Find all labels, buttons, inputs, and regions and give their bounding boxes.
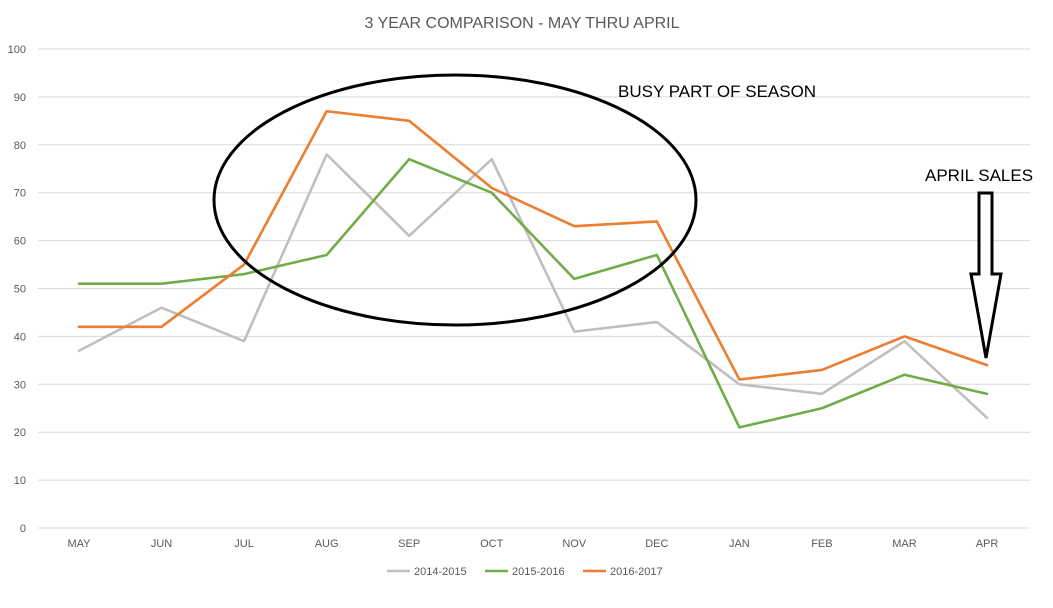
x-tick-label: SEP bbox=[398, 538, 420, 550]
y-tick-label: 70 bbox=[14, 188, 26, 200]
legend-item-2014-2015: 2014-2015 bbox=[387, 566, 467, 578]
x-tick-label: JUN bbox=[151, 538, 172, 550]
series-lines bbox=[77, 109, 989, 429]
april-sales-label: APRIL SALES bbox=[925, 166, 1033, 185]
legend-item-2016-2017: 2016-2017 bbox=[583, 566, 663, 578]
y-tick-label: 100 bbox=[8, 44, 26, 56]
busy-season-ellipse bbox=[212, 73, 698, 327]
x-tick-label: JUL bbox=[234, 538, 254, 550]
down-arrow-icon bbox=[969, 191, 1003, 359]
legend-label: 2016-2017 bbox=[610, 566, 663, 578]
y-tick-label: 60 bbox=[14, 236, 26, 248]
y-axis-ticks: 0 10 20 30 40 50 60 70 80 90 100 bbox=[8, 44, 26, 535]
x-tick-label: AUG bbox=[315, 538, 339, 550]
x-tick-label: JAN bbox=[729, 538, 750, 550]
busy-season-label: BUSY PART OF SEASON bbox=[618, 82, 816, 101]
y-tick-label: 90 bbox=[14, 92, 26, 104]
x-tick-label: NOV bbox=[562, 538, 587, 550]
legend-label: 2014-2015 bbox=[414, 566, 467, 578]
y-tick-label: 80 bbox=[14, 140, 26, 152]
x-tick-label: FEB bbox=[811, 538, 832, 550]
y-tick-label: 0 bbox=[20, 523, 26, 535]
y-tick-label: 30 bbox=[14, 379, 26, 391]
legend: 2014-2015 2015-2016 2016-2017 bbox=[387, 566, 663, 578]
x-tick-label: MAR bbox=[892, 538, 917, 550]
legend-item-2015-2016: 2015-2016 bbox=[485, 566, 565, 578]
x-axis-ticks: MAY JUN JUL AUG SEP OCT NOV DEC JAN FEB MAR APR bbox=[67, 538, 998, 550]
y-tick-label: 20 bbox=[14, 427, 26, 439]
series-line-2016-2017 bbox=[77, 109, 989, 381]
gridlines bbox=[38, 48, 1030, 529]
x-tick-label: MAY bbox=[67, 538, 91, 550]
x-tick-label: DEC bbox=[645, 538, 668, 550]
chart-title: 3 YEAR COMPARISON - MAY THRU APRIL bbox=[364, 15, 679, 32]
y-tick-label: 10 bbox=[14, 475, 26, 487]
series-line-2014-2015 bbox=[77, 153, 989, 420]
x-tick-label: OCT bbox=[480, 538, 504, 550]
legend-label: 2015-2016 bbox=[512, 566, 565, 578]
y-tick-label: 40 bbox=[14, 331, 26, 343]
y-tick-label: 50 bbox=[14, 284, 26, 296]
x-tick-label: APR bbox=[976, 538, 999, 550]
